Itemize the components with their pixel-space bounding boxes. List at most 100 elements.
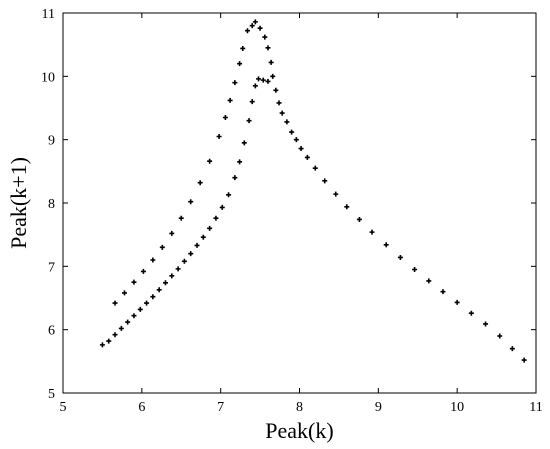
y-tick-label: 7 [48, 260, 55, 275]
data-point [440, 289, 446, 295]
data-point [188, 199, 194, 205]
data-point [178, 215, 184, 221]
data-point [293, 137, 299, 143]
data-point [131, 313, 137, 319]
data-point [483, 321, 489, 327]
data-point [156, 287, 162, 293]
data-point [260, 77, 266, 83]
data-point [227, 97, 233, 103]
data-point [509, 346, 515, 352]
data-point [181, 258, 187, 264]
data-point [268, 59, 274, 65]
data-point [369, 229, 375, 235]
data-point [265, 45, 271, 51]
data-point [169, 230, 175, 236]
data-point [118, 325, 124, 331]
data-point [497, 333, 503, 339]
y-axis-label: Peak(k+1) [6, 157, 31, 249]
data-point [232, 175, 238, 181]
data-point [521, 357, 527, 363]
data-point [194, 242, 200, 248]
data-point [169, 273, 175, 279]
data-point [144, 300, 150, 306]
data-point [213, 215, 219, 221]
y-tick-label: 6 [48, 324, 55, 339]
data-point [412, 267, 418, 272]
data-point [216, 134, 222, 139]
data-point [356, 216, 362, 222]
data-point [106, 338, 112, 344]
data-point [249, 23, 255, 29]
data-point [289, 129, 295, 135]
x-axis-ticks: 5 6 7 8 9 10 11 [60, 13, 543, 415]
data-point [252, 83, 258, 89]
data-point [112, 300, 118, 306]
data-point [137, 306, 143, 312]
data-point [244, 28, 250, 34]
data-point [237, 159, 243, 165]
data-point [140, 268, 146, 274]
data-point [237, 61, 243, 67]
data-point [249, 99, 255, 105]
data-point [468, 310, 474, 316]
x-tick-label: 10 [450, 400, 464, 415]
data-point [397, 254, 403, 260]
x-tick-label: 11 [529, 400, 542, 415]
data-point [426, 278, 432, 284]
data-point [273, 87, 279, 93]
data-points [99, 19, 527, 363]
data-point [454, 299, 460, 305]
data-point [175, 266, 181, 272]
data-point [150, 257, 156, 263]
data-point [226, 192, 232, 198]
data-point [298, 146, 304, 152]
data-point [256, 76, 262, 82]
data-point [125, 319, 131, 325]
data-point [241, 140, 247, 146]
data-point [270, 73, 276, 79]
y-tick-label: 8 [48, 197, 55, 212]
data-point [197, 180, 203, 186]
data-point [150, 294, 156, 300]
data-point [240, 45, 246, 51]
data-point [222, 115, 228, 120]
data-point [246, 118, 252, 124]
data-point [131, 279, 137, 285]
data-point [312, 165, 318, 171]
data-point [162, 280, 168, 286]
data-point [304, 154, 310, 160]
data-point [207, 158, 213, 164]
data-point [159, 244, 165, 250]
data-point [200, 234, 206, 240]
y-tick-label: 5 [48, 387, 55, 402]
data-point [265, 78, 271, 84]
data-point [322, 178, 328, 184]
y-tick-label: 10 [41, 70, 55, 85]
data-point [276, 100, 282, 106]
y-tick-label: 9 [48, 134, 55, 149]
data-point [257, 25, 263, 31]
plot-frame [62, 12, 537, 394]
x-tick-label: 7 [217, 400, 224, 415]
data-point [232, 80, 238, 86]
data-point [252, 19, 258, 25]
data-point [262, 34, 268, 40]
y-tick-label: 11 [42, 7, 55, 22]
x-axis-label: Peak(k) [265, 418, 333, 443]
data-point [219, 204, 225, 210]
x-tick-label: 8 [296, 400, 303, 415]
x-tick-label: 5 [60, 400, 67, 415]
x-tick-label: 6 [138, 400, 145, 415]
data-point [99, 342, 105, 348]
data-point [284, 119, 290, 125]
data-point [333, 191, 339, 197]
data-point [344, 204, 350, 210]
data-point [112, 332, 118, 338]
data-point [279, 110, 285, 116]
data-point [383, 242, 389, 248]
x-tick-label: 9 [375, 400, 382, 415]
data-point [121, 290, 127, 296]
y-axis-ticks: 5 6 7 8 9 10 11 [41, 7, 536, 402]
